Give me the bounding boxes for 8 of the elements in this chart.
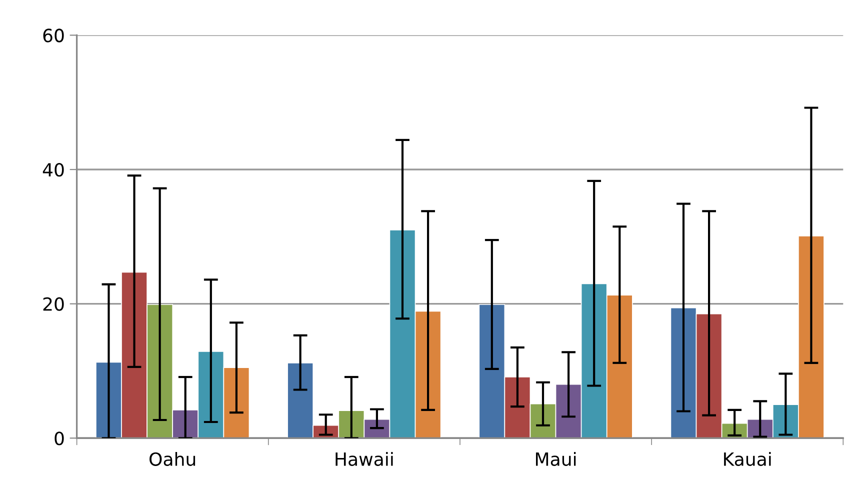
y-tick-label: 40 — [42, 162, 64, 177]
y-tick-label: 60 — [43, 28, 64, 42]
x-tick-label: Maui — [536, 452, 576, 466]
x-tick-label: Hawaii — [336, 452, 393, 466]
x-tick-label: Oahu — [150, 452, 196, 466]
x-tick-label: Kauai — [724, 452, 771, 466]
y-tick-label: 0 — [54, 432, 64, 446]
y-tick-label: 20 — [43, 297, 64, 311]
